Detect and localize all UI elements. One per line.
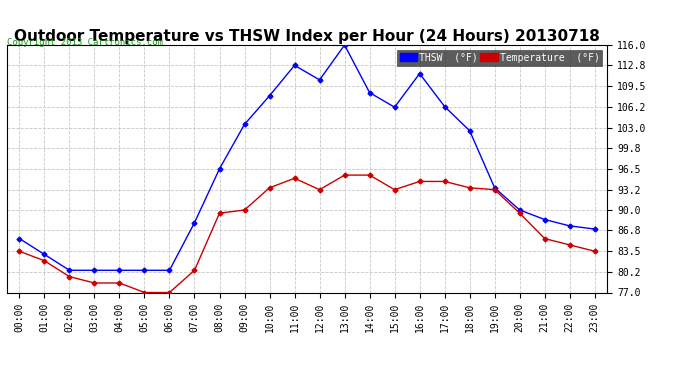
Legend: THSW  (°F), Temperature  (°F): THSW (°F), Temperature (°F) <box>397 50 602 66</box>
Title: Outdoor Temperature vs THSW Index per Hour (24 Hours) 20130718: Outdoor Temperature vs THSW Index per Ho… <box>14 29 600 44</box>
Text: Copyright 2013 Cartronics.com: Copyright 2013 Cartronics.com <box>7 38 163 47</box>
